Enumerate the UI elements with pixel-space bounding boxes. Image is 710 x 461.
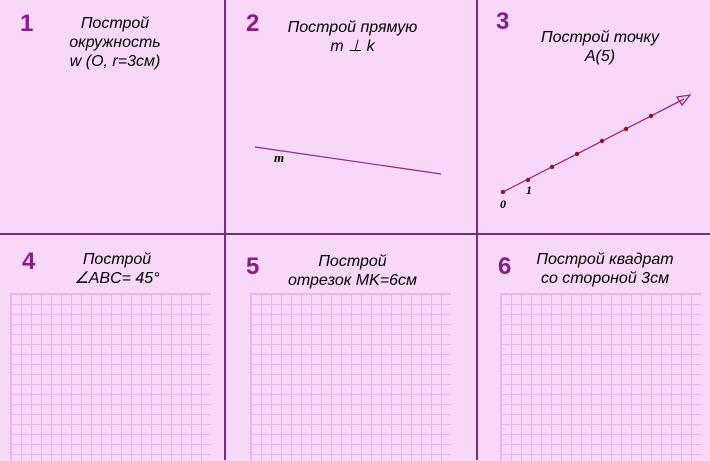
- grid-area-5[interactable]: [250, 293, 451, 461]
- ray-dot-2: [549, 164, 555, 170]
- task-1-line-1: Построй: [80, 15, 150, 32]
- task-6-line-1: Построй квадрат: [536, 251, 674, 268]
- task-4-line-1: Построй: [82, 251, 152, 268]
- line-m: [254, 146, 442, 175]
- task-4-line-2: ∠ABC= 45°: [74, 270, 160, 287]
- task-number-6: 6: [498, 253, 512, 280]
- task-1-line-3: w (O, r=3см): [69, 53, 161, 70]
- grid-area-6[interactable]: [500, 293, 701, 461]
- task-6-text: Построй квадрат со стороной 3см: [525, 250, 685, 288]
- line-m-label: m: [274, 150, 284, 165]
- task-2-text: Построй прямую m ⊥ k: [275, 18, 430, 56]
- ray-origin-label: 0: [500, 197, 506, 211]
- task-3-line-1: Построй точку: [541, 29, 659, 46]
- task-5-line-2: отрезок MK=6см: [287, 272, 418, 289]
- ray-dot-5: [623, 126, 629, 132]
- task-6-line-2: со стороной 3см: [540, 270, 670, 287]
- task-3-line-2: A(5): [584, 48, 616, 65]
- ray-dot-3: [574, 151, 580, 157]
- task-number-3: 3: [496, 8, 510, 35]
- task-2-line-2: m ⊥ k: [330, 38, 375, 55]
- number-ray: [502, 98, 685, 193]
- task-number-2: 2: [246, 10, 260, 37]
- grid-area-4[interactable]: [10, 293, 211, 461]
- task-number-1: 1: [20, 10, 34, 37]
- ray-dot-4: [599, 138, 605, 144]
- task-1-text: Построй окружность w (O, r=3см): [55, 14, 175, 71]
- task-number-5: 5: [246, 253, 260, 280]
- task-2-line-1: Построй прямую: [287, 19, 418, 36]
- task-number-4: 4: [22, 248, 36, 275]
- divider-horizontal: [0, 233, 710, 235]
- ray-dot-0: [500, 189, 506, 195]
- divider-vertical-2: [476, 0, 478, 460]
- task-3-text: Построй точку A(5): [530, 28, 670, 66]
- number-ray-arrowhead: [675, 94, 692, 107]
- task-4-text: Построй ∠ABC= 45°: [62, 250, 172, 288]
- task-5-text: Построй отрезок MK=6см: [280, 252, 425, 290]
- ray-dot-6: [648, 113, 654, 119]
- ray-dot-1: [525, 177, 531, 183]
- ray-unit-label: 1: [526, 183, 532, 197]
- task-5-line-1: Построй: [318, 253, 387, 270]
- task-1-line-2: окружность: [69, 34, 161, 51]
- divider-vertical-1: [224, 0, 226, 460]
- number-ray-dots: [500, 113, 654, 195]
